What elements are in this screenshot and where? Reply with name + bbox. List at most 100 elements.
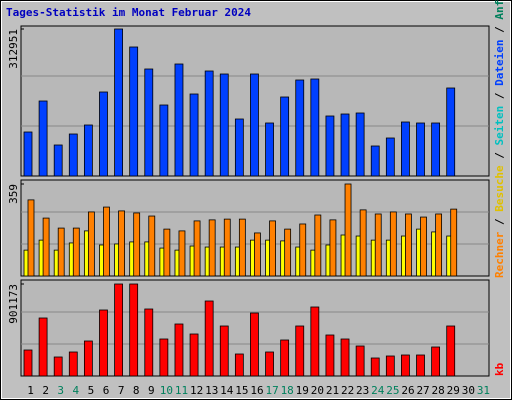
x-tick-label: 4 — [73, 384, 80, 397]
bar — [83, 340, 93, 377]
legend-entry: Anfragen — [493, 0, 506, 20]
bar — [340, 338, 350, 377]
x-tick-label: 29 — [447, 384, 460, 397]
bar — [72, 227, 80, 277]
bar — [174, 323, 184, 377]
bar — [223, 218, 231, 277]
bar — [359, 209, 367, 277]
x-tick-label: 12 — [190, 384, 203, 397]
bar — [325, 115, 335, 177]
bar — [99, 309, 108, 377]
bar — [204, 70, 214, 177]
legend-entry: Rechner — [493, 231, 506, 278]
legend-entry: / — [493, 20, 506, 40]
x-tick-label: 8 — [133, 384, 140, 397]
legend-entry: / — [493, 146, 506, 166]
bar — [159, 338, 169, 377]
x-tick-label: 31 — [477, 384, 490, 397]
bar — [144, 68, 154, 177]
legend: Rechner / Besuche / Seiten / Dateien / A… — [493, 0, 506, 278]
x-tick-label: 15 — [235, 384, 248, 397]
bar — [416, 122, 425, 177]
bar — [405, 213, 412, 277]
x-tick-label: 23 — [356, 384, 369, 397]
x-tick-label: 9 — [148, 384, 155, 397]
bar — [57, 227, 65, 277]
bar — [265, 122, 274, 177]
bar — [193, 220, 201, 277]
bar — [114, 283, 123, 377]
bar — [189, 93, 199, 177]
bar — [355, 112, 365, 177]
x-tick-label: 5 — [88, 384, 95, 397]
bar — [234, 353, 244, 377]
legend-entry: kb — [493, 362, 506, 376]
bar — [159, 104, 169, 177]
bar — [374, 213, 382, 277]
legend-entry: Dateien — [493, 40, 506, 86]
x-tick-label: 28 — [432, 384, 445, 397]
bar — [204, 300, 214, 377]
x-tick-label: 6 — [103, 384, 110, 397]
bar — [238, 218, 246, 277]
x-tick-label: 19 — [296, 384, 309, 397]
chart-title: Tages-Statistik im Monat Februar 2024 — [6, 6, 251, 19]
bar — [163, 228, 171, 277]
x-tick-label: 13 — [205, 384, 218, 397]
legend-entry: Seiten — [493, 106, 506, 146]
bar — [446, 87, 456, 177]
bar — [23, 349, 33, 377]
x-tick-label: 18 — [281, 384, 294, 397]
x-tick-label: 27 — [416, 384, 429, 397]
bar — [269, 220, 276, 277]
bar — [420, 216, 427, 277]
y-tick-label: 359 — [7, 184, 20, 204]
x-tick-label: 2 — [42, 384, 49, 397]
bar — [265, 351, 274, 377]
bar — [310, 306, 320, 377]
bar — [401, 121, 410, 177]
bar — [68, 351, 78, 377]
x-tick-label: 24 — [371, 384, 385, 397]
bar — [446, 325, 456, 377]
x-tick-label: 26 — [401, 384, 414, 397]
bar — [385, 137, 395, 177]
bar — [389, 211, 397, 277]
bar — [23, 131, 33, 177]
bar — [431, 346, 441, 377]
bar — [148, 215, 156, 277]
bar — [299, 223, 307, 277]
bar — [234, 118, 244, 177]
x-tick-label: 16 — [250, 384, 263, 397]
bar — [27, 199, 35, 277]
x-tick-label: 25 — [386, 384, 399, 397]
bar — [189, 333, 199, 377]
bar — [280, 339, 290, 377]
bar — [38, 100, 48, 177]
x-tick-label: 7 — [118, 384, 125, 397]
bar — [118, 210, 125, 277]
bar — [178, 230, 186, 277]
legend-entry: / — [493, 212, 506, 232]
bar — [329, 219, 337, 277]
bar — [284, 228, 292, 277]
x-tick-label: 30 — [462, 384, 475, 397]
bar — [38, 317, 48, 377]
bar — [129, 46, 139, 177]
bar — [114, 28, 123, 177]
bar — [325, 334, 335, 377]
y-tick-label: 312951 — [7, 29, 20, 69]
bar — [340, 113, 350, 177]
bar — [133, 212, 141, 277]
bar — [416, 354, 425, 377]
bar — [370, 145, 380, 177]
legend-entry: / — [493, 86, 506, 106]
x-tick-label: 10 — [160, 384, 173, 397]
bar — [314, 214, 322, 277]
bar — [370, 357, 380, 377]
bar — [344, 183, 352, 277]
bar — [295, 325, 305, 377]
y-tick-label: 901173 — [7, 284, 20, 324]
x-tick-label: 17 — [265, 384, 278, 397]
bar — [42, 217, 50, 277]
